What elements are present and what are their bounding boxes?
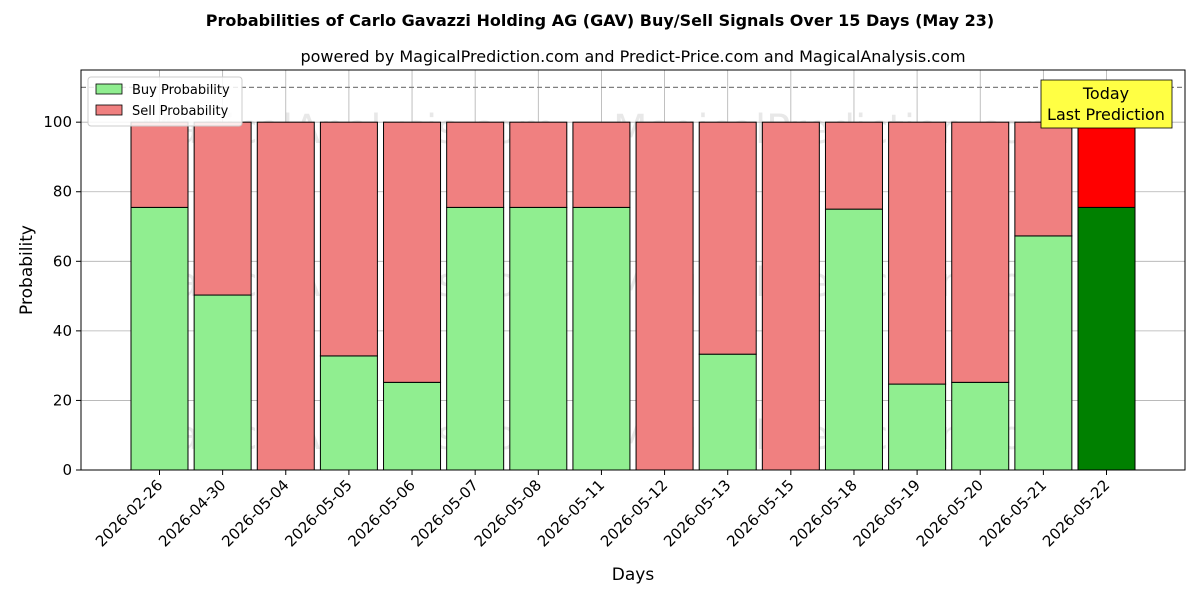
- annotation-line-last-prediction: Last Prediction: [1047, 105, 1165, 124]
- x-tick-label: 2026-05-15: [723, 476, 797, 550]
- bar-buy-2026-05-22: [1077, 206, 1136, 471]
- x-tick-label: 2026-05-18: [786, 476, 860, 550]
- bar-sell-2026-05-06: [383, 121, 442, 383]
- legend: Buy Probability Sell Probability: [87, 76, 243, 127]
- bar-sell-2026-02-26: [130, 121, 189, 208]
- bar-sell-2026-05-13: [698, 121, 757, 355]
- x-axis-ticks: 2026-02-262026-04-302026-05-042026-05-05…: [92, 470, 1113, 550]
- y-tick-label: 80: [53, 183, 72, 201]
- x-tick-label: 2026-05-06: [344, 476, 418, 550]
- bar-buy-2026-05-19: [888, 383, 947, 471]
- x-tick-label: 2026-02-26: [92, 476, 166, 550]
- bar-buy-2026-05-21: [1014, 235, 1073, 471]
- bar-sell-2026-05-22: [1077, 121, 1136, 208]
- bar-buy-2026-05-13: [698, 353, 757, 471]
- bar-buy-2026-05-20: [951, 381, 1010, 471]
- legend-swatch-buy: [95, 83, 123, 95]
- x-tick-label: 2026-05-04: [218, 476, 292, 550]
- bar-buy-2026-04-30: [193, 294, 252, 471]
- x-tick-label: 2026-05-21: [976, 476, 1050, 550]
- bar-sell-2026-05-05: [319, 121, 378, 357]
- bar-sell-2026-05-20: [951, 121, 1010, 383]
- annotation-box: [1040, 79, 1173, 129]
- legend-label-buy: Buy Probability: [132, 83, 230, 98]
- bar-layer: [130, 121, 1136, 471]
- x-tick-label: 2026-05-07: [408, 476, 482, 550]
- legend-swatch-sell: [95, 104, 123, 116]
- bar-sell-2026-05-21: [1014, 121, 1073, 237]
- y-tick-label: 100: [43, 113, 72, 131]
- bar-buy-2026-05-08: [509, 206, 568, 471]
- plot-frame: [80, 69, 1186, 471]
- y-tick-label: 60: [53, 252, 72, 270]
- today-annotation: Today Last Prediction: [1040, 79, 1173, 129]
- bar-sell-2026-05-08: [509, 121, 568, 208]
- bar-buy-2026-05-05: [319, 355, 378, 471]
- bar-sell-2026-05-11: [572, 121, 631, 208]
- legend-label-sell: Sell Probability: [132, 104, 229, 119]
- x-tick-label: 2026-04-30: [155, 476, 229, 550]
- bar-sell-2026-05-18: [824, 121, 883, 210]
- x-tick-label: 2026-05-05: [281, 476, 355, 550]
- chart-title: Probabilities of Carlo Gavazzi Holding A…: [206, 11, 994, 30]
- y-tick-label: 20: [53, 391, 72, 409]
- x-tick-label: 2026-05-22: [1039, 476, 1113, 550]
- bar-sell-2026-05-04: [256, 121, 315, 471]
- annotation-line-today: Today: [1082, 84, 1129, 103]
- x-tick-label: 2026-05-12: [597, 476, 671, 550]
- bar-sell-2026-05-12: [635, 121, 694, 471]
- x-axis-label: Days: [612, 565, 655, 585]
- bar-buy-2026-05-18: [824, 208, 883, 471]
- bar-buy-2026-02-26: [130, 206, 189, 471]
- bar-sell-2026-04-30: [193, 121, 252, 296]
- x-tick-label: 2026-05-20: [913, 476, 987, 550]
- bar-buy-2026-05-06: [383, 381, 442, 471]
- bar-sell-2026-05-19: [888, 121, 947, 385]
- bar-buy-2026-05-07: [446, 206, 505, 471]
- bar-sell-2026-05-07: [446, 121, 505, 208]
- bar-buy-2026-05-11: [572, 206, 631, 471]
- x-tick-label: 2026-05-19: [850, 476, 924, 550]
- bar-sell-2026-05-15: [761, 121, 820, 471]
- x-tick-label: 2026-05-08: [471, 476, 545, 550]
- x-tick-label: 2026-05-11: [534, 476, 608, 550]
- y-tick-label: 40: [53, 322, 72, 340]
- y-tick-label: 0: [62, 461, 72, 479]
- x-tick-label: 2026-05-13: [660, 476, 734, 550]
- y-axis-ticks: 0 20 40 60 80 100: [43, 113, 81, 479]
- legend-box: [87, 76, 243, 127]
- chart-subtitle: powered by MagicalPrediction.com and Pre…: [300, 47, 965, 66]
- y-axis-label: Probability: [17, 225, 37, 315]
